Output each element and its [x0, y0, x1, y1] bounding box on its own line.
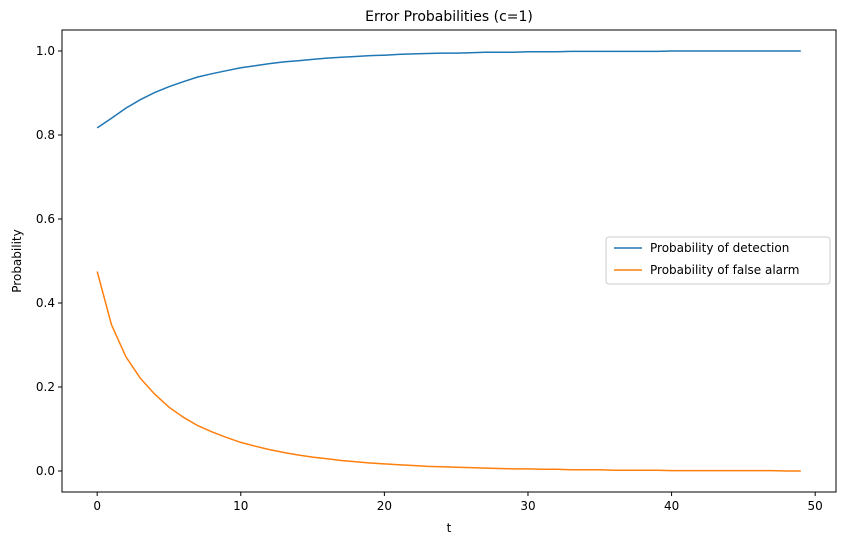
x-tick-label: 20 [377, 499, 392, 513]
series-line-0 [96, 50, 801, 129]
x-axis-label: t [447, 521, 452, 535]
legend-label-false-alarm: Probability of false alarm [650, 263, 799, 277]
x-tick-label: 10 [233, 499, 248, 513]
legend-box [605, 236, 831, 285]
x-tick-label: 0 [93, 499, 101, 513]
series-line-1 [96, 271, 801, 472]
x-tick-label: 50 [808, 499, 823, 513]
x-tick-label: 30 [520, 499, 535, 513]
y-tick-label: 0.0 [36, 464, 55, 478]
y-tick-label: 0.6 [36, 212, 55, 226]
y-tick-label: 1.0 [36, 44, 55, 58]
plot-frame [61, 29, 837, 493]
y-axis-label: Probability [10, 229, 24, 292]
y-tick-label: 0.4 [36, 296, 55, 310]
x-tick-label: 40 [664, 499, 679, 513]
legend: Probability of detection Probability of … [605, 236, 831, 285]
y-tick-label: 0.8 [36, 128, 55, 142]
y-tick-label: 0.2 [36, 380, 55, 394]
chart-title: Error Probabilities (c=1) [365, 9, 533, 25]
legend-label-detection: Probability of detection [650, 241, 789, 255]
